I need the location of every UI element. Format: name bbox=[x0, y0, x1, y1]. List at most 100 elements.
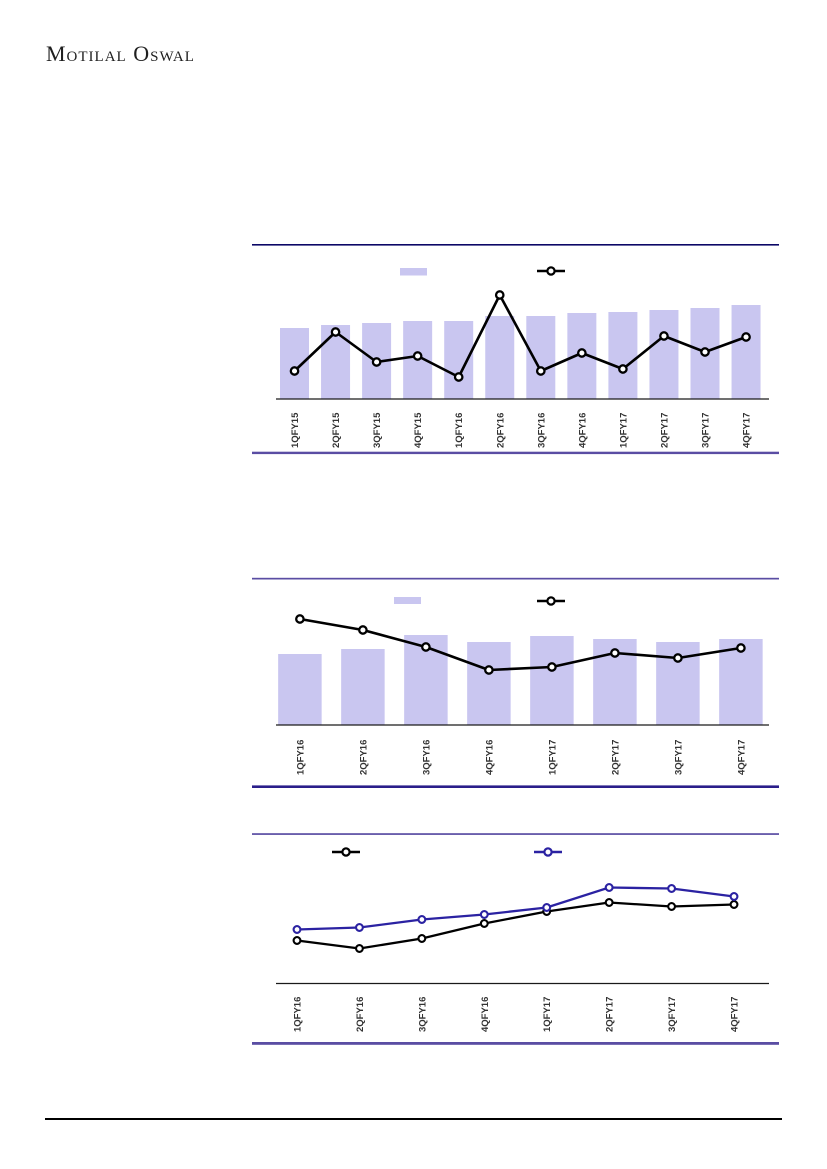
black-line-series bbox=[296, 901, 735, 950]
x-axis-label: 2QFY17 bbox=[610, 740, 621, 775]
black-line-marker bbox=[729, 900, 739, 909]
x-axis-label: 3QFY16 bbox=[417, 997, 428, 1032]
x-axis-label: 4QFY17 bbox=[730, 997, 741, 1032]
blue-line-marker bbox=[542, 903, 552, 912]
black-line-marker bbox=[667, 902, 677, 911]
x-axis-label: 1QFY17 bbox=[547, 740, 558, 775]
footer-rule bbox=[45, 1118, 782, 1121]
legend-bar-swatch bbox=[394, 597, 421, 604]
line-series bbox=[293, 293, 747, 379]
black-line-marker bbox=[354, 944, 364, 953]
dual-line-chart-fy16-fy17: 1QFY16 2QFY16 3QFY16 4QFY16 1QFY17 2QFY17 3QFY… bbox=[252, 826, 779, 1057]
x-axis-label: 1QFY17 bbox=[618, 413, 629, 448]
bar bbox=[530, 636, 574, 725]
blue-line-marker bbox=[729, 892, 739, 901]
line-marker bbox=[289, 366, 300, 376]
x-axis-label: 4QFY17 bbox=[736, 740, 747, 775]
blue-line-marker bbox=[292, 925, 302, 934]
bar bbox=[608, 312, 638, 399]
line-marker bbox=[484, 665, 494, 675]
line-marker bbox=[295, 614, 305, 624]
x-axis-label: 2QFY17 bbox=[605, 997, 616, 1032]
x-axis-label: 2QFY17 bbox=[659, 413, 670, 448]
line-marker bbox=[610, 648, 620, 658]
dual-line-quarterly-fy16-fy17-svg: 1QFY16 2QFY16 3QFY16 4QFY16 1QFY17 2QFY17 3QFY… bbox=[252, 833, 779, 1045]
x-axis-label: 2QFY16 bbox=[495, 413, 506, 448]
x-axis-label: 3QFY15 bbox=[372, 412, 383, 448]
line-marker bbox=[741, 332, 751, 342]
line-marker bbox=[576, 348, 587, 358]
x-axis-label: 1QFY16 bbox=[293, 997, 304, 1032]
x-axis-label: 3QFY17 bbox=[667, 997, 678, 1032]
x-axis-label: 1QFY16 bbox=[454, 413, 465, 448]
section-rule bbox=[252, 833, 779, 835]
bar bbox=[321, 325, 351, 399]
x-axis-label: 1QFY16 bbox=[295, 740, 306, 775]
line-marker bbox=[618, 364, 628, 374]
bar bbox=[649, 310, 679, 399]
bar bbox=[467, 642, 511, 725]
line-marker bbox=[700, 347, 710, 357]
blue-line-marker bbox=[417, 915, 427, 924]
line-marker bbox=[736, 643, 746, 653]
quarterly-bar-line-fy16-fy17-svg: 1QFY16 2QFY16 3QFY16 4QFY16 1QFY17 2QFY17 3QFY… bbox=[252, 577, 779, 788]
blue-line-marker bbox=[604, 883, 614, 892]
section-rule bbox=[252, 451, 779, 455]
bar bbox=[526, 316, 556, 399]
line-marker bbox=[371, 357, 382, 367]
bar bbox=[280, 328, 309, 399]
line-marker bbox=[412, 351, 423, 361]
x-axis-label: 3QFY17 bbox=[673, 740, 684, 775]
legend-line-marker bbox=[543, 847, 553, 857]
section-rule bbox=[252, 1042, 779, 1045]
x-axis-label: 4QFY15 bbox=[413, 412, 424, 448]
line-marker bbox=[453, 372, 464, 382]
x-axis-label: 2QFY16 bbox=[355, 997, 366, 1032]
x-axis-label: 1QFY15 bbox=[290, 412, 301, 448]
line-series bbox=[299, 617, 742, 672]
section-rule bbox=[252, 577, 779, 580]
line-marker bbox=[330, 327, 341, 337]
x-axis-label: 4QFY16 bbox=[577, 413, 588, 448]
line-marker bbox=[659, 331, 669, 341]
quarterly-bar-line-chart-fy15-fy17: 1QFY15 2QFY15 3QFY15 4QFY15 1QFY16 2QFY16 3QFY… bbox=[252, 238, 779, 467]
bar bbox=[341, 649, 385, 725]
line-marker bbox=[421, 642, 431, 652]
line-marker bbox=[535, 366, 546, 376]
blue-line-marker bbox=[479, 910, 489, 919]
x-axis-label: 2QFY16 bbox=[358, 740, 369, 775]
bar bbox=[444, 321, 474, 399]
x-axis-label: 3QFY17 bbox=[701, 413, 712, 448]
brand-logo: Motilal Oswal bbox=[46, 41, 195, 66]
legend-line-marker bbox=[546, 266, 556, 276]
line-marker bbox=[673, 653, 683, 663]
legend-line-marker bbox=[546, 596, 556, 606]
blue-line-marker bbox=[667, 884, 677, 893]
x-axis-label: 1QFY17 bbox=[542, 997, 553, 1032]
blue-line-series bbox=[296, 886, 735, 931]
black-line-marker bbox=[292, 936, 302, 945]
black-line-marker bbox=[604, 898, 614, 907]
line-marker bbox=[547, 662, 557, 672]
bar bbox=[731, 305, 761, 399]
line-marker bbox=[358, 625, 368, 635]
section-rule bbox=[252, 244, 779, 246]
bar bbox=[485, 316, 515, 399]
blue-line-marker bbox=[354, 923, 364, 932]
x-axis-label: 4QFY16 bbox=[480, 997, 491, 1032]
x-axis-label: 4QFY17 bbox=[742, 413, 753, 448]
legend-line-marker bbox=[341, 847, 351, 857]
quarterly-bar-line-chart-fy16-fy17: 1QFY16 2QFY16 3QFY16 4QFY16 1QFY17 2QFY17 3QFY… bbox=[252, 572, 779, 799]
legend-bar-swatch bbox=[400, 268, 427, 276]
bar bbox=[278, 654, 322, 725]
x-axis-label: 3QFY16 bbox=[421, 740, 432, 775]
black-line-marker bbox=[417, 934, 427, 943]
line-marker bbox=[494, 290, 505, 300]
black-line-marker bbox=[479, 919, 489, 928]
x-axis-label: 2QFY15 bbox=[331, 412, 342, 448]
bar bbox=[719, 639, 763, 725]
x-axis-label: 4QFY16 bbox=[484, 740, 495, 775]
quarterly-bar-line-fy15-fy17-svg: 1QFY15 2QFY15 3QFY15 4QFY15 1QFY16 2QFY16 3QFY… bbox=[252, 244, 779, 455]
x-axis-label: 3QFY16 bbox=[536, 413, 547, 448]
